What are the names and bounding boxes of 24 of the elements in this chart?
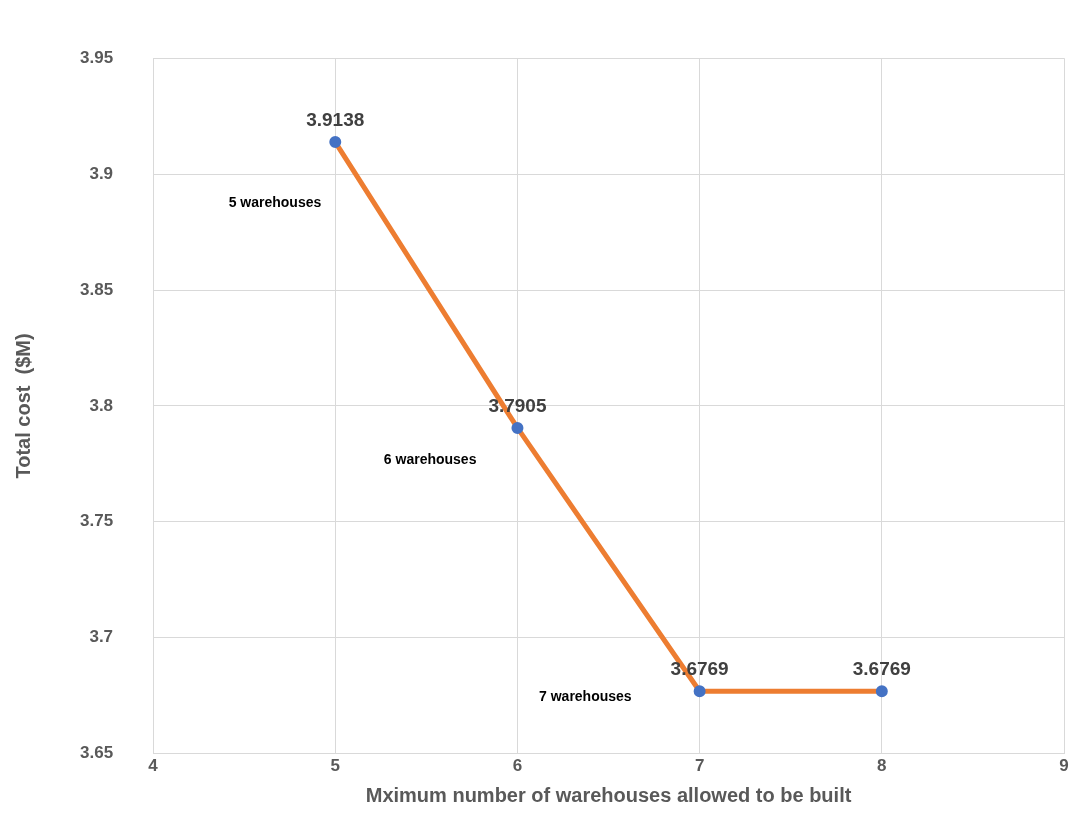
y-tick-label: 3.9 <box>89 163 114 183</box>
y-tick-label: 3.8 <box>89 395 114 415</box>
point <box>329 136 342 149</box>
x-tick-label: 6 <box>512 756 523 776</box>
y-axis-title: Total cost ($M) <box>11 333 34 479</box>
point <box>875 685 888 698</box>
y-tick-label: 3.65 <box>79 743 114 763</box>
y-tick-label: 3.7 <box>89 627 114 647</box>
y-tick-label: 3.95 <box>79 47 114 67</box>
x-axis-title: Mximum number of warehouses allowed to be built <box>365 783 852 806</box>
annotation: 5 warehouses <box>228 194 322 211</box>
x-tick-label: 7 <box>694 756 705 776</box>
x-tick-label: 9 <box>1059 756 1069 776</box>
data-label: 3.6769 <box>852 657 911 679</box>
y-tick-label: 3.75 <box>79 511 114 531</box>
y-tick-label: 3.85 <box>79 279 114 299</box>
annotation: 6 warehouses <box>383 451 477 468</box>
point <box>693 685 706 698</box>
annotation: 7 warehouses <box>539 688 632 705</box>
x-tick-label: 5 <box>330 756 340 776</box>
x-tick-label: 4 <box>148 756 159 776</box>
x-tick-label: 8 <box>877 756 887 776</box>
data-label: 3.9138 <box>306 108 365 130</box>
point <box>511 421 524 434</box>
